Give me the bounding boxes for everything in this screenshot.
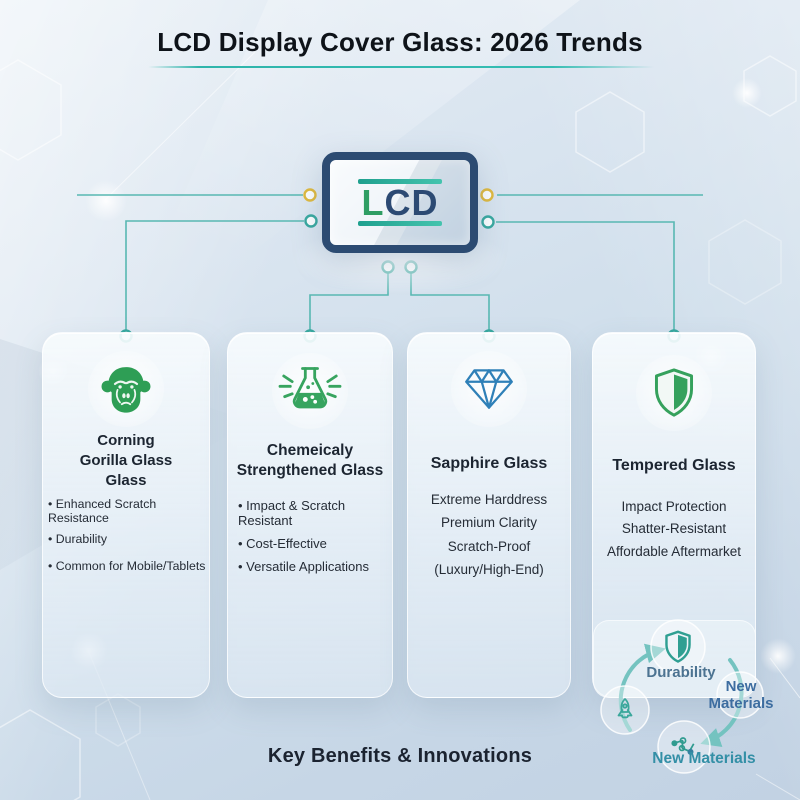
gorilla-icon: [88, 351, 164, 427]
lcd-label-rest: CD: [384, 181, 439, 223]
lcd-label-first: L: [361, 181, 385, 223]
card-title: Corning Gorilla Glass Glass: [79, 432, 173, 489]
card-title: Tempered Glass: [612, 457, 736, 474]
cycle-label-new-materials-bottom: New Materials: [652, 750, 756, 767]
connector-node-yellow: [303, 188, 317, 202]
lcd-top-bar: [358, 178, 442, 184]
connector-line: [125, 220, 304, 330]
card-item: • Enhanced Scratch Resistance: [48, 497, 157, 526]
card-items: • Impact & Scratch Resistant • Cost-Effe…: [228, 498, 392, 582]
card-corning-gorilla-glass: Corning Gorilla Glass Glass • Enhanced S…: [42, 332, 210, 698]
card-sapphire-glass: Sapphire Glass Extreme Harddress Premium…: [407, 332, 571, 698]
glow-dot: [760, 638, 796, 674]
cycle-label-new-materials-right: New Materials: [708, 678, 774, 712]
lcd-label: LCD: [361, 181, 439, 223]
molecule-icon: [671, 737, 695, 755]
card-item: • Versatile Applications: [238, 558, 370, 574]
page-title: LCD Display Cover Glass: 2026 Trends: [157, 27, 643, 57]
benefits-cycle-diagram: [600, 619, 764, 774]
card-chemically-strengthened-glass: Chemeicaly Strengthened Glass • Impact &…: [227, 332, 393, 698]
mini-shield-icon: [665, 630, 691, 663]
title-underline: [148, 66, 654, 68]
card-item: • Durability: [48, 532, 107, 547]
cycle-node: [600, 685, 650, 735]
card-item: (Luxury/High-End): [434, 561, 544, 577]
card-items: Extreme Harddress Premium Clarity Scratc…: [408, 488, 570, 581]
cycle-arrow-left: [618, 643, 666, 732]
glow-dot: [85, 180, 127, 222]
cycle-node: [716, 671, 764, 719]
lcd-bottom-bar: [358, 221, 442, 227]
rocket-icon: [617, 698, 633, 719]
card-items: Impact Protection Shatter-Resistant Affo…: [593, 496, 755, 563]
connector-line: [496, 221, 675, 330]
connector-node: [481, 215, 495, 229]
card-item: • Cost-Effective: [238, 535, 327, 551]
connector-node: [304, 214, 318, 228]
card-item: Extreme Harddress: [430, 492, 548, 508]
card-item: Scratch-Proof: [447, 538, 531, 554]
cycle-label-durability: Durability: [646, 664, 716, 681]
diamond-icon: [451, 351, 527, 427]
card-items: • Enhanced Scratch Resistance • Durabili…: [43, 497, 209, 580]
connector-node-yellow: [480, 188, 494, 202]
card-item: Premium Clarity: [440, 515, 537, 531]
card-item: Impact Protection: [621, 499, 727, 515]
shield-icon: [636, 355, 712, 431]
card-title: Chemeicaly Strengthened Glass: [236, 442, 384, 480]
caption: Key Benefits & Innovations: [267, 745, 533, 767]
cycle-arrow-right: [700, 658, 744, 748]
card-item: Affordable Aftermarket: [606, 543, 742, 559]
flask-icon: [272, 353, 348, 429]
card-item: • Common for Mobile/Tablets: [48, 559, 206, 574]
card-item: • Impact & Scratch Resistant: [238, 497, 346, 528]
lcd-monitor: LCD: [322, 152, 478, 253]
card-item: Shatter-Resistant: [621, 521, 727, 537]
card-title: Sapphire Glass: [430, 455, 548, 472]
glow-dot: [732, 78, 762, 108]
